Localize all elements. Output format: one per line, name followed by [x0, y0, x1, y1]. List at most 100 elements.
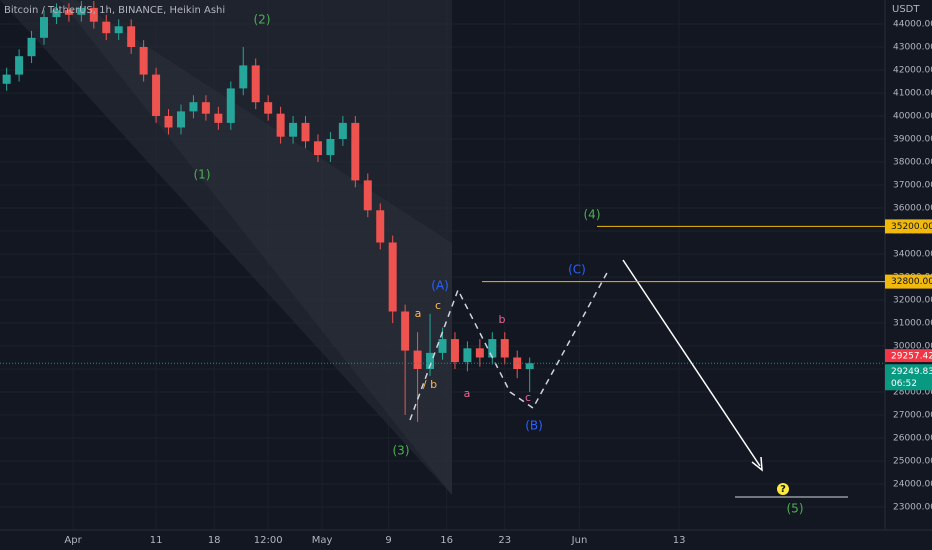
candle-body [301, 122, 310, 142]
wave-label: (1) [194, 168, 211, 182]
wave-label: (A) [431, 279, 449, 293]
candle-body [251, 65, 260, 103]
candle-body [52, 10, 61, 18]
y-tick-label: 41000.00 [893, 88, 932, 98]
wave-label: c [435, 299, 441, 312]
candle-body [152, 74, 161, 116]
candle-body [513, 357, 522, 369]
y-tick-label: 25000.00 [893, 456, 932, 466]
candle-body [450, 339, 459, 363]
y-tick-label: 24000.00 [893, 479, 932, 489]
x-tick-label: 16 [440, 535, 453, 546]
level-tag-label: 35200.00 [891, 222, 932, 232]
y-tick-label: 39000.00 [893, 134, 932, 144]
wave-label: ? [780, 484, 786, 495]
y-tick-label: 44000.00 [893, 19, 932, 29]
candle-body [351, 122, 360, 181]
price-tag-label: 29257.42 [891, 352, 932, 362]
candle-body [413, 350, 422, 369]
candle-body [438, 339, 447, 353]
wave-label: a [464, 387, 471, 400]
wave-label: (C) [568, 263, 586, 277]
price-tag [885, 364, 932, 391]
candle-body [463, 348, 472, 363]
wave-label: (4) [584, 208, 601, 222]
candle-body [114, 26, 123, 34]
y-tick-label: 36000.00 [893, 203, 932, 213]
y-tick-label: 34000.00 [893, 249, 932, 259]
candle-body [525, 363, 534, 369]
arrow-line [622, 259, 761, 467]
candle-body [27, 37, 36, 57]
candle-body [426, 352, 435, 369]
wave-label: c [525, 391, 531, 404]
wave-label: (2) [254, 13, 271, 27]
candle-body [363, 180, 372, 211]
candle-body [376, 210, 385, 243]
candle-body [77, 7, 86, 15]
candle-body [164, 115, 173, 128]
x-tick-label: Apr [64, 535, 82, 546]
y-tick-label: 30000.00 [893, 341, 932, 351]
price-tag-label: 29249.83 [891, 367, 932, 377]
x-tick-label: 23 [498, 535, 511, 546]
projected-path [409, 270, 609, 421]
x-tick-label: 18 [208, 535, 221, 546]
level-tag [885, 219, 932, 234]
y-tick-label: 38000.00 [893, 157, 932, 167]
price-tag [885, 349, 932, 363]
candle-body [102, 21, 111, 34]
arrow-head [751, 456, 763, 472]
wave-label: a [415, 307, 422, 320]
y-tick-label: 23000.00 [893, 502, 932, 512]
candle-body [139, 46, 148, 75]
candle-body [189, 102, 198, 112]
candle-body [264, 102, 273, 114]
candle-body [488, 339, 497, 358]
y-tick-label: 27000.00 [893, 410, 932, 420]
candle-body [276, 113, 285, 137]
candle-body [214, 113, 223, 123]
countdown: 06:52 [891, 379, 917, 389]
wave-label: (B) [525, 419, 543, 433]
y-tick-label: 42000.00 [893, 65, 932, 75]
y-tick-label: 31000.00 [893, 318, 932, 328]
candle-body [388, 242, 397, 312]
channel-edge [60, 0, 452, 495]
wave-label: / b [423, 378, 437, 391]
candle-body [326, 138, 335, 156]
candle-body [2, 74, 11, 84]
candle-body [201, 102, 210, 114]
y-tick-label: 32000.00 [893, 295, 932, 305]
wave-label: b [499, 313, 506, 326]
candle-body [40, 17, 49, 38]
level-tag-label: 32800.00 [891, 277, 932, 287]
y-tick-label: 37000.00 [893, 180, 932, 190]
x-tick-label: 13 [673, 535, 686, 546]
candle-body [475, 348, 484, 358]
chart-title: Bitcoin / TetherUS, 1h, BINANCE, Heikin … [4, 5, 225, 16]
x-tick-label: 11 [150, 535, 163, 546]
candle-body [89, 7, 98, 22]
y-tick-label: 40000.00 [893, 111, 932, 121]
x-tick-label: 9 [385, 535, 391, 546]
candle-body [313, 141, 322, 156]
y-axis-label: USDT [892, 4, 920, 15]
candle-body [127, 26, 136, 47]
candle-body [226, 88, 235, 123]
question-badge [777, 483, 789, 495]
y-tick-label: 28000.00 [893, 387, 932, 397]
candle-body [289, 122, 298, 137]
candle-body [176, 111, 185, 128]
wave-label: (3) [393, 444, 410, 458]
y-tick-label: 26000.00 [893, 433, 932, 443]
level-tag [885, 274, 932, 289]
x-tick-label: May [312, 535, 333, 546]
x-tick-label: 12:00 [254, 535, 283, 546]
wave-label: (5) [787, 502, 804, 516]
candle-body [64, 10, 73, 15]
x-tick-label: Jun [571, 535, 588, 546]
candle-body [500, 339, 509, 358]
